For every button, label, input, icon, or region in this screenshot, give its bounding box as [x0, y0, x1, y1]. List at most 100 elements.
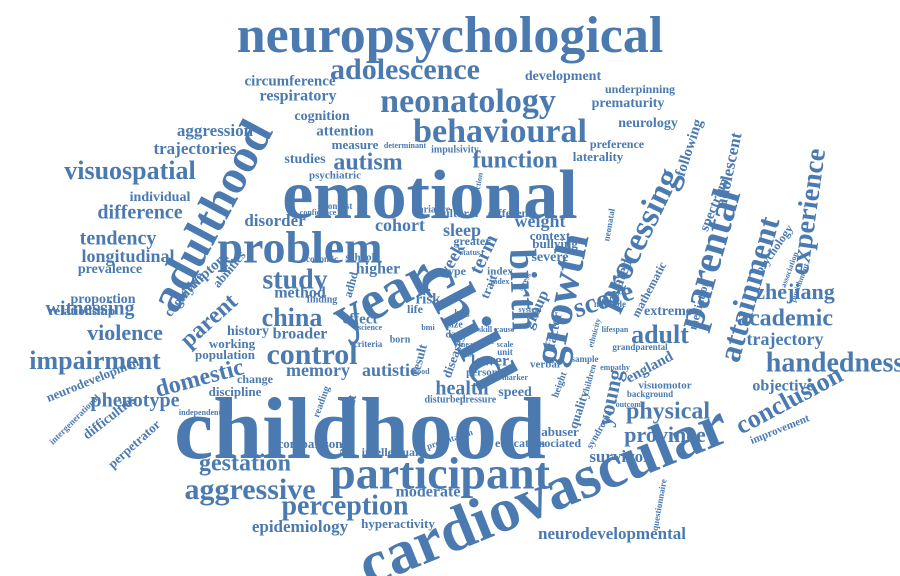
cloud-word-ethnicity: ethnicity — [586, 317, 602, 348]
cloud-word-proportion: proportion — [70, 292, 135, 307]
cloud-word-born: born — [390, 334, 411, 345]
cloud-word-index: index — [487, 266, 513, 278]
cloud-word-intellectual: intellectual — [362, 445, 419, 459]
cloud-word-childhood: childhood — [174, 381, 546, 478]
cloud-word-behavioural: behavioural — [413, 113, 587, 150]
cloud-word-survivor: survivor — [589, 447, 651, 466]
cloud-word-attention: attention — [316, 123, 374, 139]
cloud-word-comparison: comparison — [278, 436, 344, 451]
cloud-word-broader: broader — [273, 326, 328, 343]
cloud-word-change: change — [237, 372, 274, 386]
cloud-word-gestation: gestation — [199, 451, 291, 477]
cloud-word-difference: difference — [97, 202, 182, 224]
cloud-word-measure: measure — [332, 137, 379, 152]
cloud-word-function: function — [472, 148, 557, 174]
cloud-word-control: control — [266, 338, 357, 371]
cloud-word-system: system — [518, 305, 541, 314]
cloud-word-index: index — [491, 277, 510, 286]
cloud-word-abuser: abuser — [541, 424, 579, 439]
cloud-word-background: background — [627, 389, 673, 399]
cloud-word-person: person — [466, 367, 498, 379]
cloud-word-autistic: autistic — [362, 360, 418, 380]
cloud-word-scale: scale — [497, 340, 514, 349]
cloud-word-cost: cost — [460, 350, 474, 359]
cloud-word-perception: perception — [281, 490, 408, 521]
cloud-word-working: working — [209, 336, 256, 351]
cloud-word-verbal: verbal — [530, 359, 560, 371]
cloud-word-severe: severe — [531, 250, 568, 265]
cloud-word-witnessing: witnessing — [46, 298, 135, 320]
cloud-word-different: different — [488, 206, 532, 220]
cloud-word-individual: individual — [130, 190, 191, 205]
cloud-word-science: science — [358, 323, 382, 332]
cloud-word-neonatal: neonatal — [601, 207, 617, 242]
cloud-word-laterality: laterality — [573, 149, 624, 164]
cloud-word-cohort: cohort — [375, 215, 425, 235]
cloud-word-higher: higher — [356, 261, 400, 278]
cloud-word-strongest: strongest — [318, 201, 353, 211]
cloud-word-associated: associated — [529, 436, 581, 450]
cloud-word-empathy: empathy — [600, 363, 630, 372]
cloud-word-multiple: multiple — [594, 299, 626, 309]
cloud-word-variance: variance — [414, 204, 451, 215]
cloud-word-greater: greater — [453, 234, 491, 248]
cloud-word-physical: physical — [626, 399, 710, 425]
cloud-word-type: type — [444, 264, 467, 278]
cloud-word-aggressive: aggressive — [184, 473, 315, 506]
cloud-word-trajectory: trajectory — [747, 329, 824, 349]
cloud-word-memory: memory — [286, 360, 350, 380]
cloud-word-speed: speed — [498, 385, 532, 400]
cloud-word-academic: academic — [737, 306, 833, 332]
cloud-word-impairment: impairment — [29, 346, 161, 375]
cloud-word-neonatology: neonatology — [380, 83, 556, 120]
cloud-word-determinant: determinant — [384, 141, 427, 150]
cloud-word-aggression: aggression — [177, 121, 254, 140]
cloud-word-longitudinal: longitudinal — [81, 246, 174, 266]
cloud-word-disorder: disorder — [244, 211, 306, 230]
cloud-word-lifespan: lifespan — [602, 325, 629, 334]
cloud-word-school: school — [345, 252, 374, 264]
cloud-word-discipline: discipline — [209, 384, 262, 399]
cloud-word-neuropsychological: neuropsychological — [237, 7, 664, 64]
cloud-word-finding: finding — [307, 294, 338, 305]
cloud-word-population: population — [195, 347, 256, 362]
cloud-word-marker: marker — [502, 373, 528, 382]
cloud-word-circumference: circumference — [244, 73, 335, 89]
cloud-word-china: china — [262, 303, 323, 332]
cloud-word-objective: objective — [752, 378, 813, 395]
cloud-word-adult: adult — [631, 320, 689, 349]
cloud-word-psychiatric: psychiatric — [309, 170, 361, 182]
cloud-word-weight: weight — [515, 211, 566, 231]
cloud-word-disturbed: disturbed — [424, 394, 466, 405]
cloud-word-status: status — [460, 248, 480, 257]
cloud-word-respiratory: respiratory — [259, 88, 336, 105]
cloud-word-size: size — [447, 319, 463, 330]
cloud-word-prematurity: prematurity — [592, 96, 665, 111]
cloud-word-visuospatial: visuospatial — [64, 156, 196, 185]
cloud-word-neurodevelopmental: neurodevelopmental — [538, 524, 686, 543]
cloud-word-sleep: sleep — [443, 220, 481, 240]
cloud-word-tendency: tendency — [80, 228, 157, 250]
cloud-word-life: life — [407, 302, 424, 316]
cloud-word-health: health — [435, 378, 488, 400]
cloud-word-confidence: confidence — [300, 208, 337, 217]
cloud-word-pressure: pressure — [460, 394, 497, 405]
cloud-word-prevalence: prevalence — [78, 262, 142, 277]
cloud-word-lower: lower — [471, 353, 509, 370]
cloud-word-hyperactivity: hyperactivity — [361, 516, 435, 531]
cloud-word-violence: violence — [87, 320, 163, 345]
cloud-word-trajectories: trajectories — [153, 139, 236, 158]
cloud-word-emotional: emotional — [282, 157, 578, 234]
cloud-word-skill: skill — [478, 325, 493, 334]
cloud-word-education: education — [495, 436, 545, 450]
cloud-word-province: province — [624, 422, 706, 447]
cloud-word-autism: autism — [333, 150, 402, 176]
cloud-word-context: context — [530, 228, 571, 243]
cloud-word-studies: studies — [284, 152, 326, 167]
cloud-word-participant: participant — [330, 448, 550, 499]
cloud-word-zhejiang: zhejiang — [755, 279, 834, 304]
cloud-word-development: development — [525, 69, 602, 84]
cloud-word-study: study — [262, 264, 327, 295]
cloud-word-mood: mood — [410, 367, 430, 376]
cloud-word-cause: cause — [496, 325, 515, 334]
